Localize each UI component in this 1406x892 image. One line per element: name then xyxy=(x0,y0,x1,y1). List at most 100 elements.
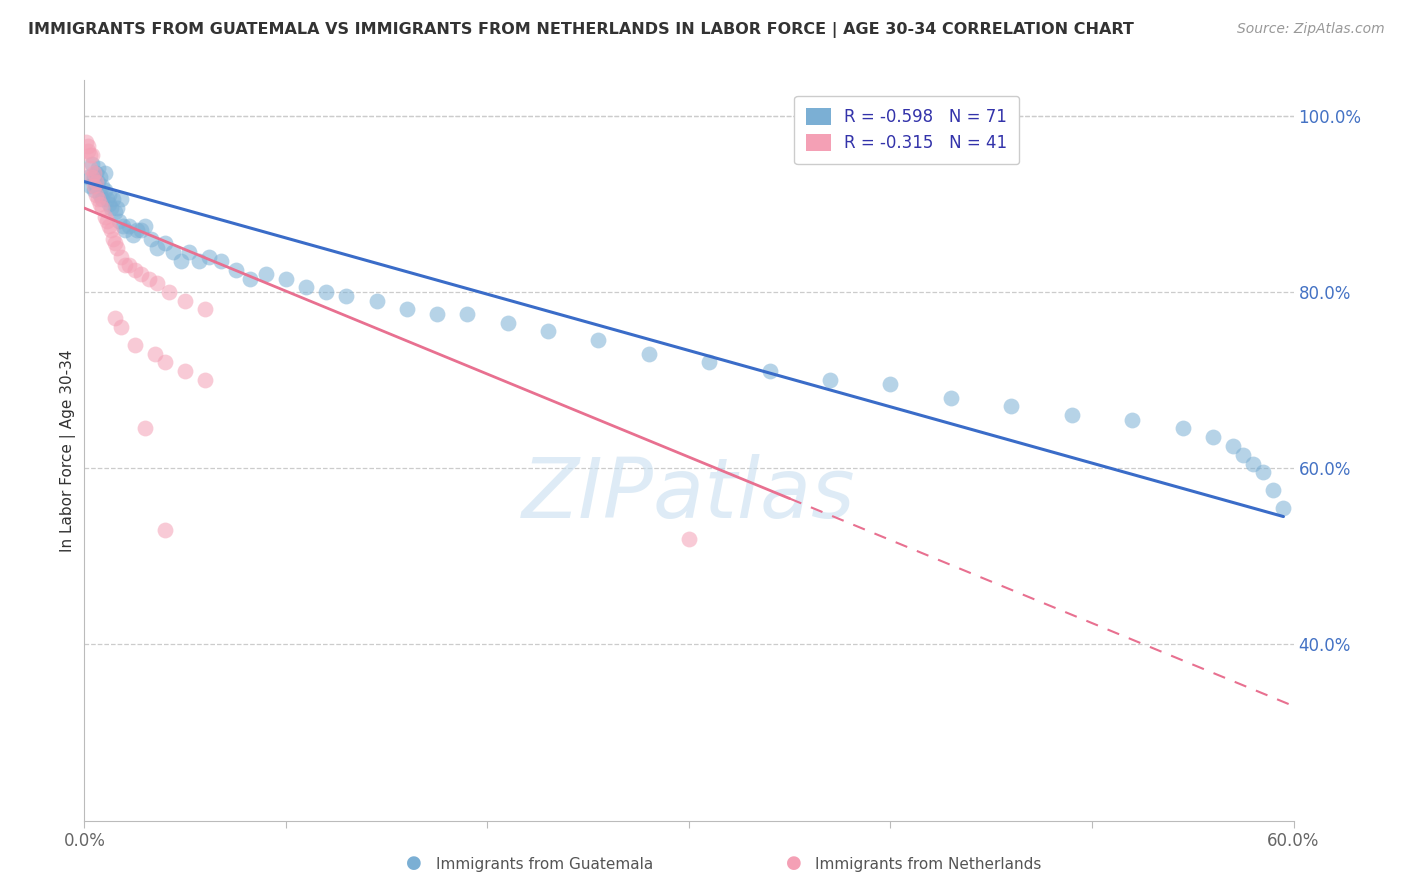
Point xyxy=(110,250,132,264)
Point xyxy=(93,166,115,180)
Point xyxy=(86,175,108,189)
Point xyxy=(87,192,110,206)
Point xyxy=(818,373,841,387)
Point xyxy=(315,285,337,299)
Point xyxy=(124,337,146,351)
Point xyxy=(366,293,388,308)
Point xyxy=(89,196,111,211)
Point xyxy=(153,236,176,251)
Point xyxy=(198,250,221,264)
Text: ●: ● xyxy=(406,855,422,872)
Point xyxy=(77,144,100,158)
Point xyxy=(588,333,610,347)
Point xyxy=(637,346,659,360)
Point xyxy=(134,421,156,435)
Point xyxy=(97,219,120,233)
Point xyxy=(239,271,262,285)
Point xyxy=(758,364,780,378)
Point xyxy=(79,148,101,162)
Point xyxy=(75,135,97,149)
Point xyxy=(89,170,111,185)
Point xyxy=(96,214,118,228)
Point xyxy=(537,325,560,339)
Point xyxy=(138,271,160,285)
Point xyxy=(134,219,156,233)
Point xyxy=(83,166,105,180)
Point xyxy=(939,391,962,405)
Point xyxy=(1060,408,1083,422)
Point xyxy=(82,148,104,162)
Point xyxy=(1171,421,1194,435)
Point xyxy=(100,201,122,215)
Text: ●: ● xyxy=(786,855,801,872)
Point xyxy=(87,175,110,189)
Point xyxy=(194,302,217,317)
Point xyxy=(125,223,148,237)
Point xyxy=(107,214,129,228)
Point xyxy=(1241,457,1264,471)
Point xyxy=(104,236,127,251)
Point xyxy=(153,355,176,369)
Point xyxy=(91,201,114,215)
Point xyxy=(162,245,184,260)
Point xyxy=(1253,466,1275,480)
Point xyxy=(101,232,124,246)
Point xyxy=(194,373,217,387)
Text: Source: ZipAtlas.com: Source: ZipAtlas.com xyxy=(1237,22,1385,37)
Point xyxy=(1202,430,1225,444)
Point xyxy=(295,280,318,294)
Point xyxy=(110,192,132,206)
Point xyxy=(146,241,169,255)
Point xyxy=(697,355,720,369)
Point xyxy=(121,227,143,242)
Point xyxy=(174,364,197,378)
Point xyxy=(97,187,120,202)
Point xyxy=(124,262,146,277)
Point xyxy=(114,223,136,237)
Point xyxy=(89,187,111,202)
Point xyxy=(104,205,127,219)
Point xyxy=(139,232,162,246)
Text: ZIPatlas: ZIPatlas xyxy=(522,454,856,535)
Point xyxy=(254,267,277,281)
Point xyxy=(395,302,418,317)
Point xyxy=(1232,448,1254,462)
Point xyxy=(96,192,118,206)
Point xyxy=(170,254,193,268)
Point xyxy=(496,316,519,330)
Point xyxy=(91,179,114,194)
Point xyxy=(77,139,100,153)
Point xyxy=(77,170,100,185)
Point xyxy=(153,523,176,537)
Point xyxy=(86,166,108,180)
Y-axis label: In Labor Force | Age 30-34: In Labor Force | Age 30-34 xyxy=(60,349,76,552)
Point xyxy=(83,179,105,194)
Point xyxy=(111,219,134,233)
Point xyxy=(97,196,120,211)
Point xyxy=(86,187,108,202)
Point xyxy=(110,320,132,334)
Text: Immigrants from Guatemala: Immigrants from Guatemala xyxy=(436,857,654,872)
Point xyxy=(146,276,169,290)
Point xyxy=(678,532,700,546)
Point xyxy=(114,259,136,273)
Point xyxy=(83,184,105,198)
Legend: R = -0.598   N = 71, R = -0.315   N = 41: R = -0.598 N = 71, R = -0.315 N = 41 xyxy=(794,96,1019,164)
Point xyxy=(209,254,232,268)
Point xyxy=(104,311,127,326)
Point xyxy=(93,210,115,224)
Point xyxy=(1121,412,1143,426)
Point xyxy=(83,170,105,185)
Text: IMMIGRANTS FROM GUATEMALA VS IMMIGRANTS FROM NETHERLANDS IN LABOR FORCE | AGE 30: IMMIGRANTS FROM GUATEMALA VS IMMIGRANTS … xyxy=(28,22,1135,38)
Point xyxy=(426,307,449,321)
Point xyxy=(86,179,108,194)
Point xyxy=(157,285,180,299)
Point xyxy=(118,219,141,233)
Point xyxy=(129,267,152,281)
Point xyxy=(879,377,901,392)
Point xyxy=(79,179,101,194)
Point xyxy=(179,245,201,260)
Point xyxy=(1000,400,1022,414)
Point xyxy=(93,184,115,198)
Point xyxy=(101,192,124,206)
